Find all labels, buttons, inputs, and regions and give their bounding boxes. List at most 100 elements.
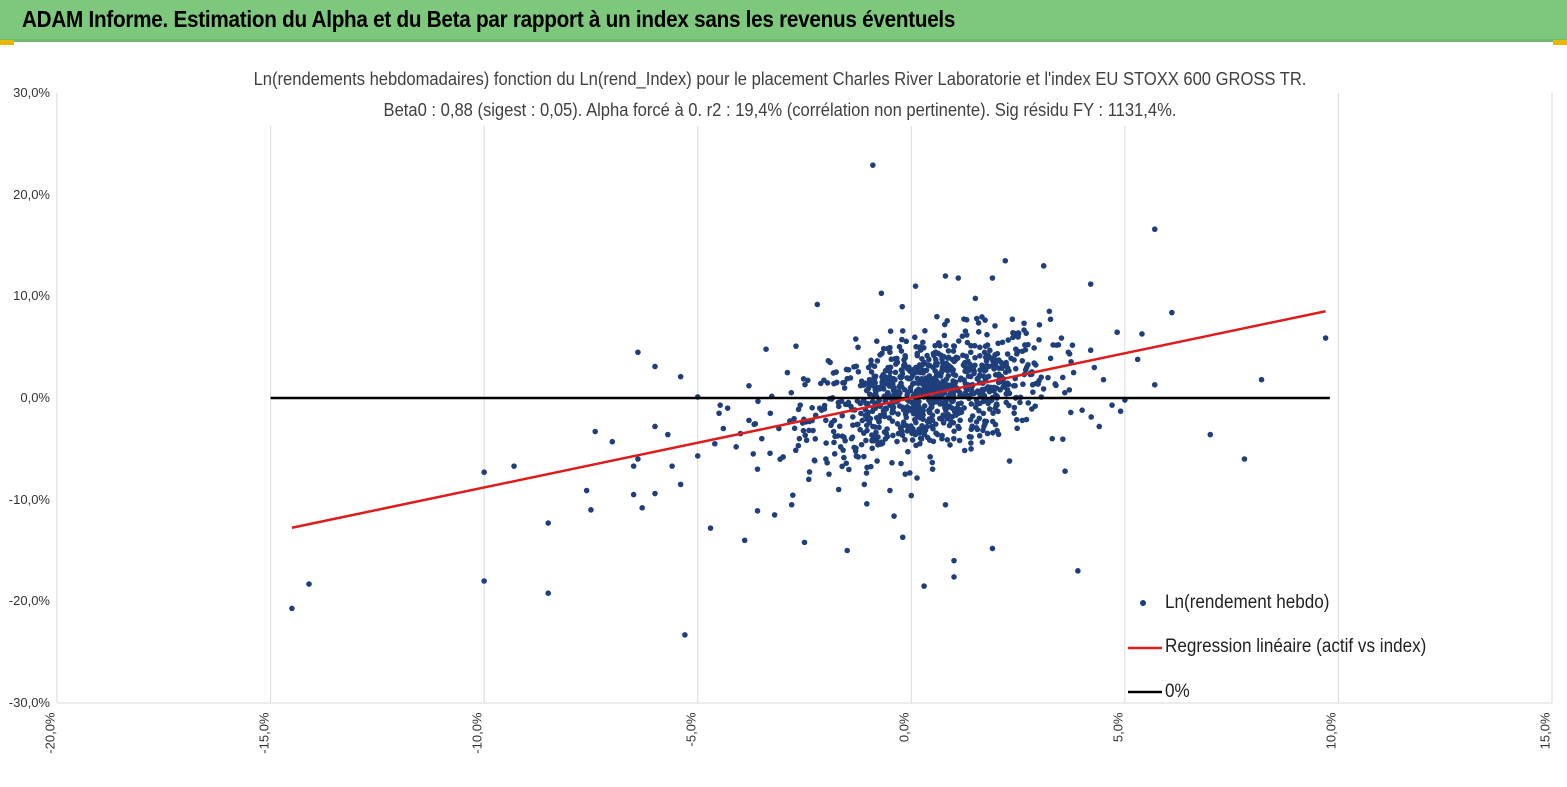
data-point [1004, 380, 1011, 387]
data-point [751, 421, 757, 428]
data-point [975, 389, 982, 396]
data-point [922, 328, 928, 334]
data-point [1012, 365, 1019, 372]
data-point [795, 442, 802, 449]
data-point [995, 431, 1002, 438]
data-point [842, 437, 848, 444]
data-point [583, 487, 590, 494]
data-point [887, 369, 893, 375]
data-point [874, 458, 880, 464]
data-point [852, 336, 859, 342]
data-point [951, 435, 957, 442]
data-point [999, 339, 1006, 346]
data-point [1067, 409, 1074, 416]
data-point [844, 375, 851, 382]
data-point [823, 417, 829, 424]
data-point [931, 352, 937, 359]
corner-marker-right [1553, 40, 1567, 45]
series-lines [270, 309, 1330, 529]
data-point [904, 392, 910, 398]
data-point [1021, 327, 1027, 333]
data-point [870, 382, 876, 389]
data-point [857, 382, 864, 389]
data-point [864, 501, 870, 507]
data-point [944, 318, 951, 324]
data-point [908, 492, 915, 499]
data-point [921, 583, 927, 589]
data-point [855, 421, 861, 428]
data-point [934, 313, 940, 320]
data-point [887, 328, 894, 334]
legend-label-scatter: Ln(rendement hebdo) [1165, 592, 1330, 613]
data-point [969, 423, 976, 429]
data-point [754, 508, 761, 514]
data-point [1004, 387, 1011, 393]
data-point [1047, 316, 1054, 323]
data-point [1047, 355, 1054, 362]
data-point [884, 426, 890, 432]
chart-area [56, 93, 1553, 704]
data-point [928, 423, 935, 430]
data-point [903, 414, 910, 421]
data-point [511, 463, 517, 469]
data-point [920, 339, 926, 346]
data-point [905, 448, 911, 455]
data-point [858, 441, 865, 448]
y-tick-label: -20,0% [8, 593, 50, 609]
data-point [831, 451, 838, 457]
data-point [1109, 402, 1115, 408]
data-point [841, 379, 848, 386]
data-point [961, 405, 967, 411]
data-point [1029, 406, 1035, 412]
data-point [1021, 342, 1028, 348]
data-point [889, 460, 895, 466]
data-point [920, 416, 926, 423]
x-tick-label: 10,0% [1323, 712, 1339, 750]
data-point [767, 410, 774, 417]
data-point [839, 433, 846, 439]
data-point [792, 447, 799, 454]
data-point [887, 487, 893, 494]
data-point [946, 363, 952, 370]
data-point [826, 471, 832, 477]
data-point [980, 427, 986, 434]
data-point [791, 425, 798, 432]
data-point [1139, 331, 1145, 337]
data-point [861, 481, 868, 488]
data-point [868, 361, 874, 368]
data-point [995, 408, 1001, 415]
data-point [1058, 335, 1065, 341]
data-point [878, 439, 885, 445]
data-point [951, 574, 957, 580]
data-point [966, 367, 972, 374]
data-point [984, 355, 990, 362]
data-point [900, 419, 907, 426]
data-point [924, 352, 930, 359]
data-point [733, 444, 739, 450]
data-point [895, 388, 902, 394]
data-point [885, 364, 891, 371]
data-point [821, 402, 828, 409]
data-point [849, 434, 856, 440]
data-point [859, 417, 866, 424]
data-point [933, 430, 939, 436]
data-point [953, 412, 959, 418]
data-point [909, 437, 916, 443]
data-point [592, 428, 598, 435]
data-point [907, 375, 913, 382]
data-point [1019, 417, 1026, 424]
data-point [809, 405, 815, 411]
data-point [902, 436, 908, 443]
chart-title-line2: Beta0 : 0,88 (sigest : 0,05). Alpha forc… [383, 100, 1177, 120]
data-point [829, 419, 835, 426]
data-point [784, 369, 791, 376]
y-tick-label: 10,0% [13, 288, 50, 304]
data-point [746, 383, 752, 389]
data-point [1059, 374, 1066, 381]
data-point [955, 423, 961, 430]
data-point [952, 379, 959, 386]
data-point [793, 343, 799, 349]
x-tick-label: -20,0% [42, 712, 58, 754]
data-point [1036, 336, 1042, 343]
data-point [894, 421, 901, 427]
